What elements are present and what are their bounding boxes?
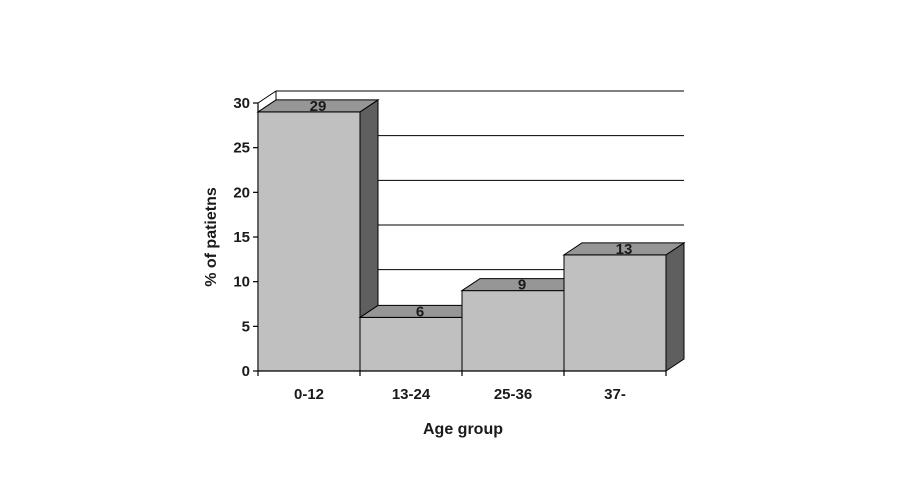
data-label-2: 9 — [518, 277, 526, 294]
y-tick-label: 20 — [233, 184, 250, 201]
data-labels: 29 6 9 13 — [310, 98, 633, 320]
bar-0 — [257, 111, 361, 372]
data-label-3: 13 — [616, 241, 633, 258]
bar-3 — [563, 254, 667, 372]
y-tick-label: 30 — [233, 95, 250, 112]
y-tick-label: 15 — [233, 229, 250, 246]
y-axis-title: % of patietns — [203, 187, 220, 287]
y-tick-label: 25 — [233, 140, 250, 157]
bar-2 — [461, 290, 565, 372]
y-tick-label: 10 — [233, 274, 250, 291]
y-tick-label: 5 — [242, 318, 250, 335]
y-tick-label: 0 — [242, 363, 250, 380]
x-tick-labels: 0-12 13-24 25-36 37- — [294, 386, 626, 403]
data-label-0: 29 — [310, 98, 327, 115]
x-axis-title: Age group — [423, 421, 503, 438]
bar-top-0 — [256, 99, 380, 113]
bar-1 — [359, 316, 463, 372]
x-tick-label-2: 25-36 — [494, 386, 532, 403]
x-tick-label-0: 0-12 — [294, 386, 324, 403]
bars — [256, 98, 686, 372]
x-tick-label-3: 37- — [604, 386, 626, 403]
gridline-depth — [257, 90, 277, 104]
bar-top-3 — [562, 242, 686, 256]
data-label-1: 6 — [416, 303, 424, 320]
bar-side-3 — [665, 241, 685, 372]
x-tick-label-1: 13-24 — [392, 386, 431, 403]
y-tick-labels: 0 5 10 15 20 25 30 — [233, 95, 250, 380]
